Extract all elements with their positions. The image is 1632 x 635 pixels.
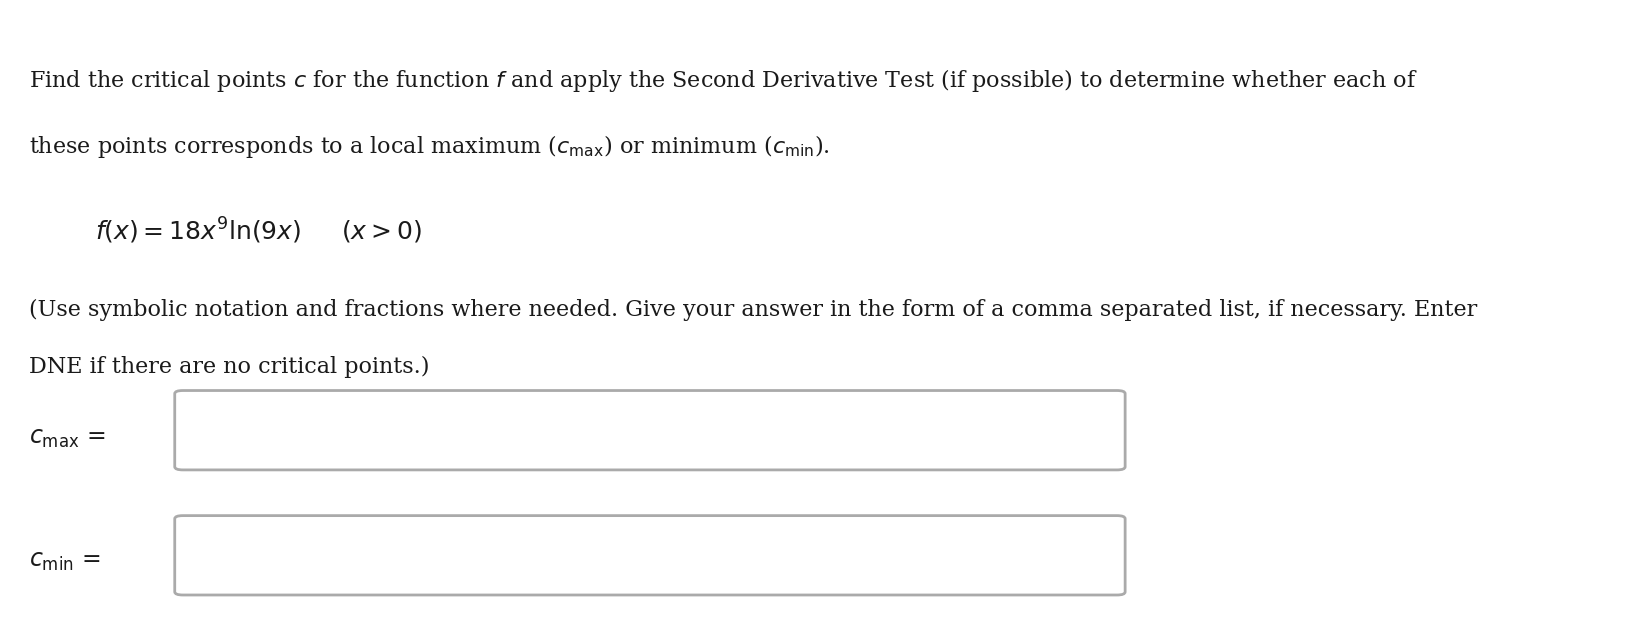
Text: (Use symbolic notation and fractions where needed. Give your answer in the form : (Use symbolic notation and fractions whe… (29, 298, 1477, 321)
Text: DNE if there are no critical points.): DNE if there are no critical points.) (29, 356, 429, 378)
Text: $f(x) = 18x^{9}\ln(9x)$     $(x > 0)$: $f(x) = 18x^{9}\ln(9x)$ $(x > 0)$ (95, 216, 421, 246)
FancyBboxPatch shape (175, 516, 1124, 595)
Text: $c_{\mathrm{max}}$ =: $c_{\mathrm{max}}$ = (29, 427, 106, 450)
Text: these points corresponds to a local maximum ($c_{\mathrm{max}}$) or minimum ($c_: these points corresponds to a local maxi… (29, 133, 829, 161)
Text: $c_{\mathrm{min}}$ =: $c_{\mathrm{min}}$ = (29, 551, 101, 573)
FancyBboxPatch shape (175, 391, 1124, 470)
Text: Find the critical points $c$ for the function $f$ and apply the Second Derivativ: Find the critical points $c$ for the fun… (29, 67, 1417, 94)
